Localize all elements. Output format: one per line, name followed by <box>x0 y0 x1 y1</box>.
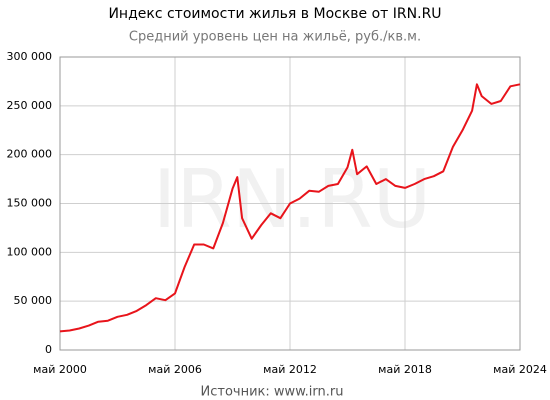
chart-subtitle: Средний уровень цен на жильё, руб./кв.м. <box>129 30 421 45</box>
x-tick-label: май 2006 <box>148 363 202 376</box>
x-tick-label: май 2000 <box>33 363 87 376</box>
y-tick-label: 250 000 <box>7 99 53 112</box>
price-line <box>59 83 521 333</box>
x-tick-label: май 2018 <box>378 363 432 376</box>
x-tick-label: май 2012 <box>263 363 317 376</box>
chart-title: Индекс стоимости жилья в Москве от IRN.R… <box>108 6 441 22</box>
plot-frame <box>59 56 521 351</box>
y-tick-label: 300 000 <box>7 50 53 63</box>
y-tick-label: 50 000 <box>14 294 53 307</box>
y-tick-label: 200 000 <box>7 148 53 161</box>
y-tick-label: 0 <box>45 343 52 356</box>
x-tick-label: май 2024 <box>493 363 547 376</box>
y-tick-label: 100 000 <box>7 245 53 258</box>
y-tick-label: 150 000 <box>7 197 53 210</box>
watermark: IRN.RU <box>153 153 432 246</box>
source: Источник: www.irn.ru <box>201 385 344 400</box>
